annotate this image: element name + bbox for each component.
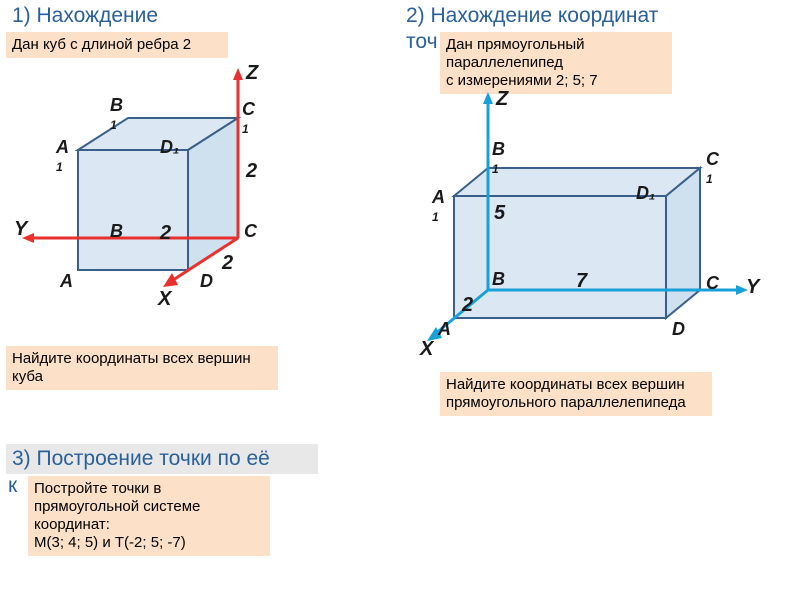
cube-C1: C1: [242, 100, 255, 136]
box-D1: D₁: [636, 184, 655, 202]
cube-D: D: [200, 272, 213, 290]
cube-D1: D₁: [160, 138, 179, 156]
section2-title-cut: точ: [406, 30, 438, 54]
cube-A1: A1: [56, 138, 69, 174]
cube-C: C: [244, 222, 257, 240]
box-B1: B1: [492, 140, 505, 176]
cube-len-bc: 2: [160, 222, 171, 245]
box-axis-y: Y: [746, 276, 759, 299]
cube-A: A: [60, 272, 73, 290]
box-axis-z: Z: [496, 88, 508, 111]
box-C1: C1: [706, 150, 719, 186]
box-figure: A1 B1 C1 D₁ A B C D Z Y X 2 5 7: [410, 80, 770, 380]
box-svg: [410, 80, 770, 380]
cube-figure: A1 B1 C1 D₁ A B C D Z Y X 2 2 2: [10, 60, 310, 350]
cube-B: B: [110, 222, 123, 240]
cube-B1: B1: [110, 96, 123, 132]
box-axis-x: X: [420, 338, 433, 361]
box-A: A: [438, 320, 451, 338]
box-A1: A1: [432, 188, 445, 224]
cube-axis-y: Y: [14, 218, 27, 241]
cube-len-cd: 2: [222, 252, 233, 275]
section3-title: 3) Построение точки по её: [6, 444, 318, 474]
box-dim-7: 7: [576, 270, 587, 293]
box-C: C: [706, 274, 719, 292]
box-dim-2: 2: [462, 294, 473, 317]
cube-axis-x: X: [158, 288, 171, 311]
section3-title-cut: к: [8, 474, 17, 498]
section2-task: Найдите координаты всех вершин прямоугол…: [440, 372, 712, 416]
section3-task: Постройте точки в прямоугольной системе …: [28, 476, 270, 556]
cube-axis-z: Z: [246, 62, 258, 85]
section1-title: 1) Нахождение: [12, 4, 158, 28]
section1-given: Дан куб с длиной ребра 2: [6, 32, 228, 58]
cube-len-cc1: 2: [246, 160, 257, 183]
section1-task: Найдите координаты всех вершин куба: [6, 346, 278, 390]
section2-title: 2) Нахождение координат: [406, 4, 658, 28]
box-B: B: [492, 270, 505, 288]
box-dim-5: 5: [494, 202, 505, 225]
box-D: D: [672, 320, 685, 338]
